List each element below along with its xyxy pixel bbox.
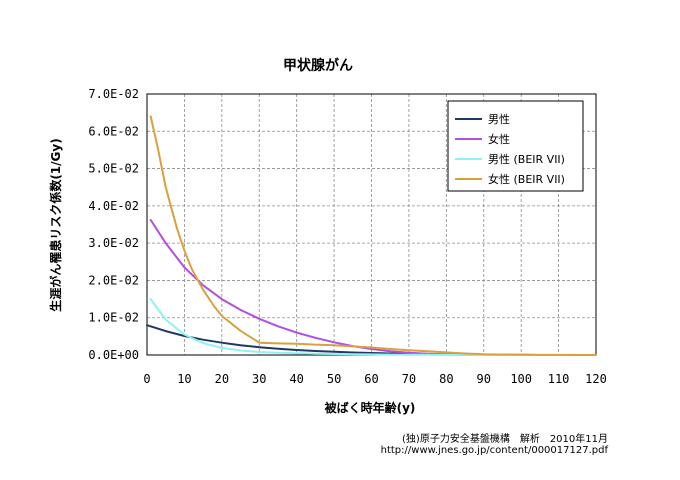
x-tick-label: 60 [364, 372, 378, 386]
series-lines [146, 115, 597, 356]
x-tick-label: 70 [402, 372, 416, 386]
x-tick-label: 0 [143, 372, 150, 386]
legend-box [447, 100, 584, 192]
x-axis-ticks: 0 10 20 30 40 50 60 70 80 90 100 110 120 [143, 372, 606, 386]
y-tick-label: 5.0E-02 [88, 162, 139, 176]
x-tick-label: 40 [289, 372, 303, 386]
y-axis-ticks: 0.0E+00 1.0E-02 2.0E-02 3.0E-02 4.0E-02 5.0E-… [88, 87, 139, 362]
legend-label-3: 男性 (BEIR VII) [488, 152, 565, 166]
x-tick-label: 50 [327, 372, 341, 386]
source-credit: (独)原子力安全基盤機構 解析 2010年11月 [402, 434, 608, 445]
legend-label-2: 女性 [488, 132, 510, 146]
series-line-2 [149, 219, 597, 356]
legend-label-4: 女性 (BEIR VII) [488, 172, 565, 186]
x-tick-label: 110 [548, 372, 570, 386]
y-tick-label: 2.0E-02 [88, 273, 139, 287]
y-tick-label: 7.0E-02 [88, 87, 139, 101]
y-tick-label: 6.0E-02 [88, 124, 139, 138]
grid [147, 94, 596, 355]
y-axis-label: 生涯がん罹患リスク係数(1/Gy) [48, 138, 63, 311]
y-tick-label: 4.0E-02 [88, 199, 139, 213]
y-tick-label: 0.0E+00 [88, 348, 139, 362]
chart-title: 甲状腺がん [283, 57, 353, 74]
x-tick-label: 20 [215, 372, 229, 386]
series-line-3 [149, 298, 597, 356]
series-line-4 [149, 115, 597, 356]
source-url: http://www.jnes.go.jp/content/000017127.… [380, 445, 608, 456]
x-tick-label: 80 [439, 372, 453, 386]
x-tick-label: 100 [510, 372, 532, 386]
x-tick-label: 90 [477, 372, 491, 386]
x-tick-label: 10 [177, 372, 191, 386]
y-tick-label: 1.0E-02 [88, 311, 139, 325]
legend-label-1: 男性 [488, 112, 510, 126]
x-axis-label: 被ばく時年齢(y) [325, 400, 416, 415]
x-tick-label: 120 [585, 372, 607, 386]
x-tick-label: 30 [252, 372, 266, 386]
y-tick-label: 3.0E-02 [88, 236, 139, 250]
